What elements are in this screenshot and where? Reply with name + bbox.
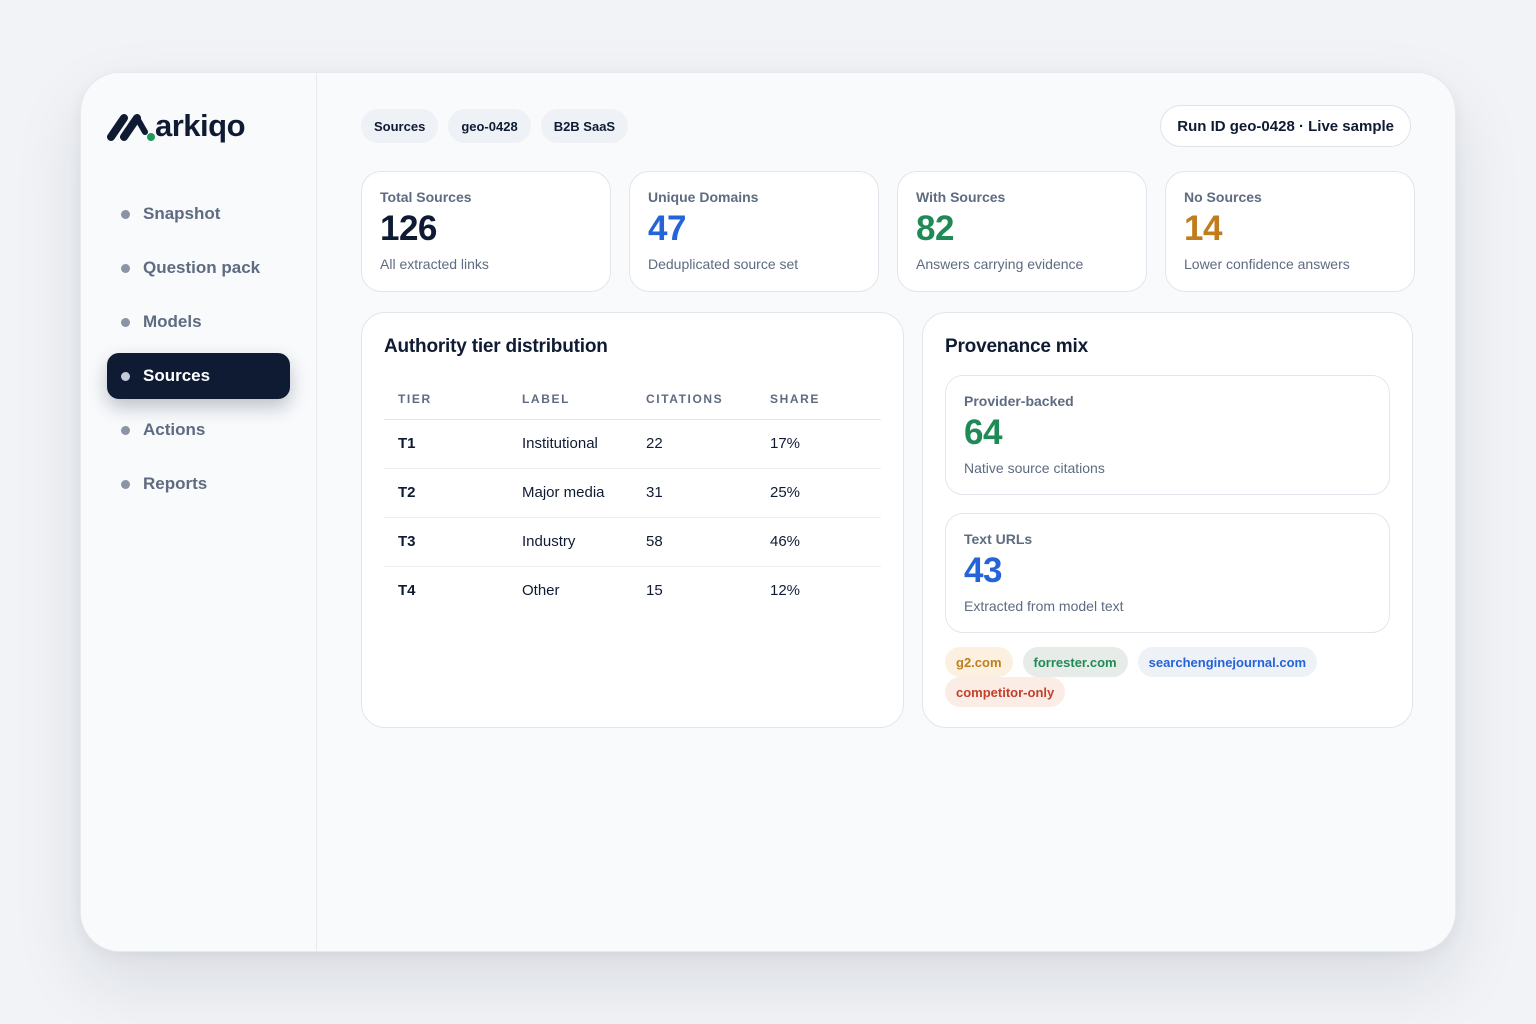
panel-title: Authority tier distribution (384, 336, 608, 357)
sidebar-item-snapshot[interactable]: Snapshot (107, 191, 290, 237)
provenance-value: 64 (964, 413, 1002, 452)
domain-tag[interactable]: forrester.com (1022, 647, 1128, 677)
stat-caption: Answers carrying evidence (916, 255, 1084, 272)
stat-value: 126 (380, 209, 437, 248)
sidebar-item-label: Models (143, 312, 202, 331)
main-content: Sources geo-0428 B2B SaaS Run ID geo-042… (317, 73, 1455, 951)
table-row[interactable]: T3 Industry 58 46% (384, 517, 881, 567)
tier-cell: T3 (384, 517, 508, 567)
provenance-panel: Provenance mix Provider-backed 64 Native… (922, 312, 1413, 728)
brand-mark-icon (107, 114, 155, 141)
label-cell: Industry (508, 517, 632, 567)
tier-cell: T1 (384, 419, 508, 469)
segment-chip[interactable]: B2B SaaS (540, 109, 629, 143)
run-id-badge: Run ID geo-0428 · Live sample (1160, 105, 1411, 147)
stat-caption: Deduplicated source set (648, 255, 799, 272)
brand-name: arkiqo (155, 107, 246, 143)
citations-cell: 58 (632, 517, 756, 567)
context-chips: Sources geo-0428 B2B SaaS (361, 109, 629, 143)
sidebar-item-reports[interactable]: Reports (107, 461, 290, 507)
sidebar-item-label: Reports (143, 474, 208, 493)
provenance-card-provider-backed: Provider-backed 64 Native source citatio… (945, 375, 1390, 495)
sidebar-item-label: Sources (143, 366, 211, 385)
sidebar-item-sources[interactable]: Sources (107, 353, 290, 399)
stat-card-with-sources: With Sources 82 Answers carrying evidenc… (897, 171, 1147, 292)
stat-label: With Sources (916, 189, 1006, 205)
domain-tag[interactable]: competitor-only (945, 677, 1066, 707)
provenance-caption: Native source citations (964, 459, 1105, 476)
stat-card-unique-domains: Unique Domains 47 Deduplicated source se… (629, 171, 879, 292)
sidebar: arkiqo Snapshot Question pack Models Sou… (81, 73, 317, 951)
provenance-label: Text URLs (964, 531, 1033, 547)
authority-tier-table: TIER LABEL CITATIONS SHARE T1 Institutio… (384, 379, 881, 615)
tier-cell: T4 (398, 582, 416, 600)
sidebar-item-label: Actions (143, 420, 206, 439)
sidebar-nav: Snapshot Question pack Models Sources Ac… (107, 191, 290, 515)
label-cell: Institutional (508, 419, 632, 469)
column-header-tier[interactable]: TIER (384, 379, 508, 420)
sidebar-item-question-pack[interactable]: Question pack (107, 245, 290, 291)
stat-caption: All extracted links (380, 255, 489, 272)
bullet-icon (121, 263, 130, 273)
bullet-icon (121, 371, 130, 381)
stat-label: Unique Domains (648, 189, 759, 205)
provenance-card-text-urls: Text URLs 43 Extracted from model text (945, 513, 1390, 633)
share-cell: 25% (756, 468, 881, 518)
domain-tag[interactable]: searchenginejournal.com (1137, 647, 1318, 677)
tier-cell: T2 (384, 468, 508, 518)
domain-tag[interactable]: g2.com (945, 647, 1013, 677)
bullet-icon (121, 425, 130, 435)
table-header-row: TIER LABEL CITATIONS SHARE (384, 379, 881, 420)
app-window: arkiqo Snapshot Question pack Models Sou… (80, 72, 1456, 952)
table-row[interactable]: T2 Major media 31 25% (384, 468, 881, 518)
share-cell: 46% (756, 517, 881, 567)
authority-tier-panel: Authority tier distribution TIER LABEL C… (361, 312, 904, 728)
label-cell: Other (522, 582, 560, 600)
citations-cell: 22 (632, 419, 756, 469)
bullet-icon (121, 209, 130, 219)
stat-caption: Lower confidence answers (1184, 255, 1350, 272)
stat-label: No Sources (1184, 189, 1262, 205)
sidebar-item-label: Snapshot (143, 204, 221, 223)
run-chip[interactable]: geo-0428 (448, 109, 531, 143)
table-row[interactable]: T1 Institutional 22 17% (384, 419, 881, 469)
stat-value: 14 (1184, 209, 1222, 248)
logo[interactable]: arkiqo (107, 107, 246, 147)
label-cell: Major media (508, 468, 632, 518)
stat-card-no-sources: No Sources 14 Lower confidence answers (1165, 171, 1415, 292)
panel-title: Provenance mix (945, 336, 1088, 357)
sidebar-item-models[interactable]: Models (107, 299, 290, 345)
section-chip[interactable]: Sources (361, 109, 439, 143)
bullet-icon (121, 317, 130, 327)
citations-cell: 15 (646, 582, 663, 600)
domain-tags: g2.com forrester.com searchenginejournal… (945, 647, 1390, 707)
stat-value: 82 (916, 209, 954, 248)
citations-cell: 31 (632, 468, 756, 518)
provenance-caption: Extracted from model text (964, 597, 1124, 614)
sidebar-item-actions[interactable]: Actions (107, 407, 290, 453)
stat-label: Total Sources (380, 189, 472, 205)
share-cell: 12% (770, 582, 801, 600)
column-header-citations[interactable]: CITATIONS (632, 379, 756, 420)
bullet-icon (121, 479, 130, 489)
stat-cards: Total Sources 126 All extracted links Un… (361, 171, 1415, 292)
stat-value: 47 (648, 209, 686, 248)
table-row[interactable]: T4 Other 15 12% (384, 566, 881, 615)
provenance-value: 43 (964, 551, 1002, 590)
provenance-label: Provider-backed (964, 393, 1074, 409)
column-header-share[interactable]: SHARE (756, 379, 881, 420)
share-cell: 17% (756, 419, 881, 469)
column-header-label[interactable]: LABEL (508, 379, 632, 420)
sidebar-item-label: Question pack (143, 258, 261, 277)
stat-card-total-sources: Total Sources 126 All extracted links (361, 171, 611, 292)
